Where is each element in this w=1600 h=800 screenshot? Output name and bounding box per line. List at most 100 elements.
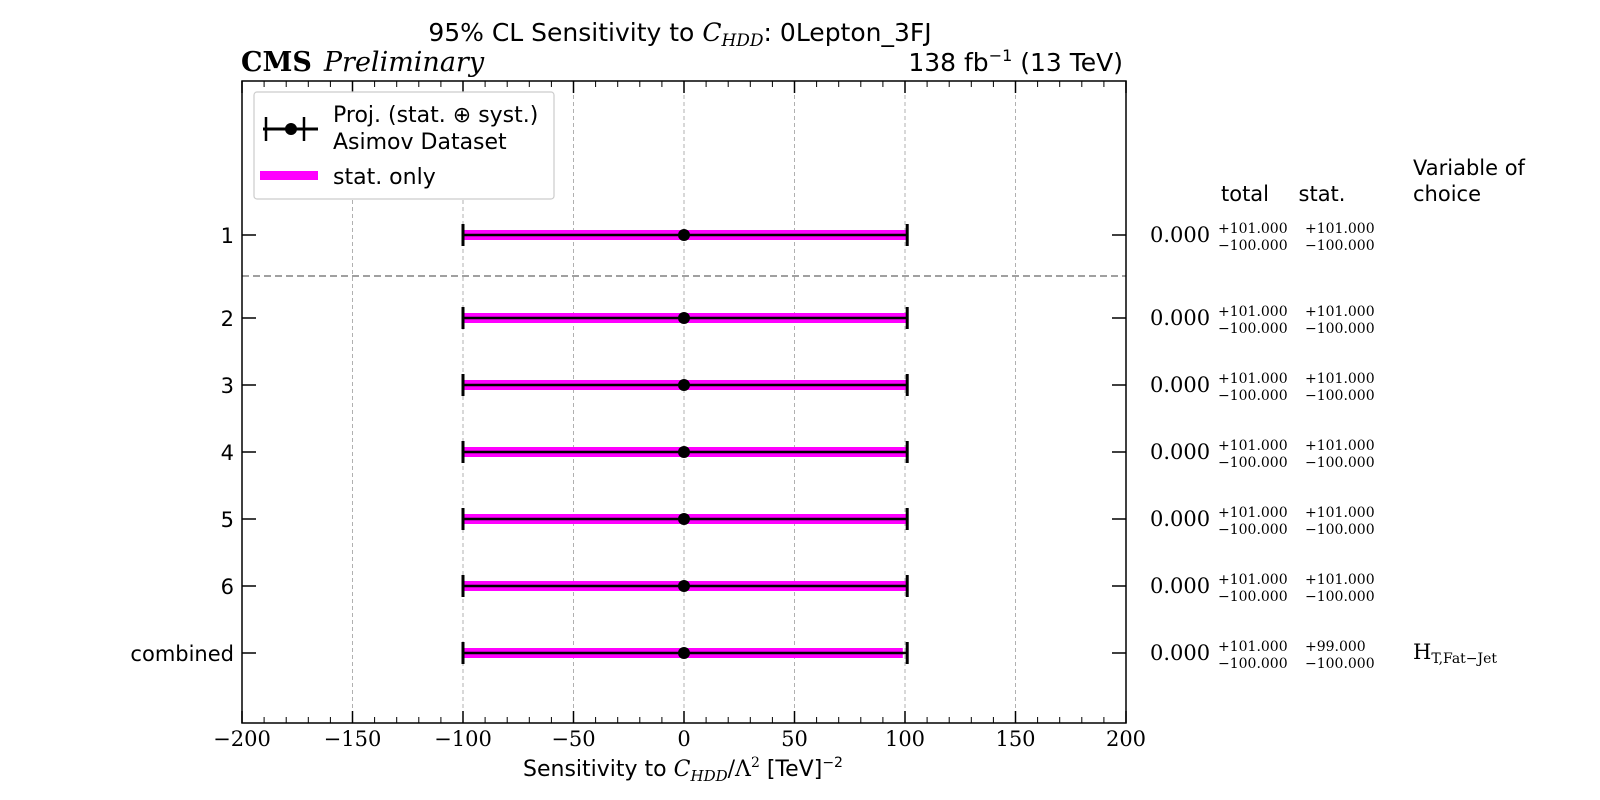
x-tick-label: 100 bbox=[885, 727, 925, 751]
xlabel-unit: [TeV] bbox=[760, 757, 822, 782]
total-up-label: +101.000 bbox=[1218, 221, 1288, 237]
title-var: C bbox=[702, 18, 721, 47]
y-category-label: combined bbox=[130, 642, 234, 666]
stat-down-label: −100.000 bbox=[1305, 455, 1375, 471]
total-up-label: +101.000 bbox=[1218, 304, 1288, 320]
central-value-point bbox=[678, 379, 690, 391]
stat-up-label: +101.000 bbox=[1305, 371, 1375, 387]
variable-main: H bbox=[1413, 640, 1431, 664]
total-down-label: −100.000 bbox=[1218, 388, 1288, 404]
central-value-point bbox=[678, 580, 690, 592]
stat-up-label: +101.000 bbox=[1305, 505, 1375, 521]
row-marks bbox=[461, 441, 909, 463]
variable-of-choice-label: HT,Fat−Jet bbox=[1413, 640, 1497, 667]
central-value-label: 0.000 bbox=[1150, 223, 1210, 247]
central-value-point bbox=[678, 312, 690, 324]
total-up-label: +101.000 bbox=[1218, 505, 1288, 521]
total-down-label: −100.000 bbox=[1218, 589, 1288, 605]
total-up-label: +101.000 bbox=[1218, 639, 1288, 655]
column-header-variable-line1: Variable of bbox=[1413, 156, 1526, 180]
xlabel-var: C bbox=[674, 757, 691, 782]
legend-proj-label: Proj. (stat. ⊕ syst.) bbox=[333, 103, 538, 128]
y-category-label: 2 bbox=[221, 307, 234, 331]
x-axis-ticks: −200 −150 −100 −50 0 50 100 150 200 bbox=[213, 81, 1146, 751]
legend-asimov-label: Asimov Dataset bbox=[333, 130, 507, 155]
y-category-label: 6 bbox=[221, 575, 234, 599]
row-annotations: 0.000 +101.000−100.000+101.000−100.0000.0… bbox=[1150, 221, 1497, 672]
row-marks bbox=[461, 642, 909, 664]
experiment-name: CMS bbox=[241, 47, 312, 78]
x-tick-label: 50 bbox=[781, 727, 808, 751]
row-annotation: 0.000 +101.000−100.000+101.000−100.000 bbox=[1150, 304, 1375, 337]
row-marks bbox=[461, 224, 909, 246]
x-tick-label: −150 bbox=[324, 727, 382, 751]
stat-down-label: −100.000 bbox=[1305, 589, 1375, 605]
legend-total-marker bbox=[263, 117, 318, 141]
x-tick-label: 200 bbox=[1106, 727, 1146, 751]
row-annotation: 0.000 +101.000−100.000+101.000−100.000 bbox=[1150, 572, 1375, 605]
central-value-point bbox=[678, 513, 690, 525]
total-down-label: −100.000 bbox=[1218, 656, 1288, 672]
central-value-point bbox=[678, 647, 690, 659]
total-up-label: +101.000 bbox=[1218, 371, 1288, 387]
y-axis-ticks: 1 2 3 4 5 6 combined bbox=[130, 224, 1126, 666]
x-tick-label: 0 bbox=[677, 727, 690, 751]
title-prefix: 95% CL Sensitivity to bbox=[428, 18, 702, 47]
central-value-label: 0.000 bbox=[1150, 306, 1210, 330]
row-marks bbox=[461, 374, 909, 396]
legend: Proj. (stat. ⊕ syst.) Asimov Dataset sta… bbox=[253, 91, 555, 200]
column-header-total: total bbox=[1221, 182, 1269, 206]
column-header-stat: stat. bbox=[1299, 182, 1346, 206]
row-marks bbox=[461, 575, 909, 597]
title-suffix: : 0Lepton_3FJ bbox=[764, 18, 932, 47]
central-value-point bbox=[678, 229, 690, 241]
total-down-label: −100.000 bbox=[1218, 522, 1288, 538]
total-up-label: +101.000 bbox=[1218, 572, 1288, 588]
central-value-label: 0.000 bbox=[1150, 574, 1210, 598]
xlabel-mid: /Λ bbox=[728, 757, 752, 782]
cms-label: CMS Preliminary bbox=[241, 47, 485, 78]
experiment-status: Preliminary bbox=[323, 47, 485, 78]
x-tick-label: −200 bbox=[213, 727, 271, 751]
total-up-label: +101.000 bbox=[1218, 438, 1288, 454]
title-sub: HDD bbox=[720, 31, 763, 51]
xlabel-exp: −2 bbox=[822, 755, 843, 771]
x-tick-label: −100 bbox=[434, 727, 492, 751]
y-category-label: 5 bbox=[221, 508, 234, 532]
stat-up-label: +101.000 bbox=[1305, 572, 1375, 588]
xlabel-sq: 2 bbox=[751, 755, 760, 771]
lumi-energy: (13 TeV) bbox=[1012, 48, 1123, 77]
total-down-label: −100.000 bbox=[1218, 321, 1288, 337]
lumi-label: 138 fb−1 (13 TeV) bbox=[908, 46, 1123, 77]
xlabel-sub: HDD bbox=[689, 767, 727, 785]
legend-stat-swatch bbox=[260, 171, 318, 180]
lumi-value: 138 fb bbox=[908, 48, 988, 77]
variable-sub: T,Fat−Jet bbox=[1431, 651, 1497, 667]
row-annotation: 0.000 +101.000−100.000+101.000−100.000 bbox=[1150, 438, 1375, 471]
column-header-variable-line2: choice bbox=[1413, 182, 1481, 206]
central-value-label: 0.000 bbox=[1150, 641, 1210, 665]
row-marks bbox=[461, 307, 909, 329]
central-value-label: 0.000 bbox=[1150, 373, 1210, 397]
legend-box bbox=[253, 91, 555, 200]
stat-down-label: −100.000 bbox=[1305, 321, 1375, 337]
stat-up-label: +101.000 bbox=[1305, 221, 1375, 237]
x-tick-label: 150 bbox=[995, 727, 1035, 751]
x-axis-label: Sensitivity to CHDD/Λ2 [TeV]−2 bbox=[523, 755, 843, 785]
stat-up-label: +99.000 bbox=[1305, 639, 1366, 655]
row-marks bbox=[461, 508, 909, 530]
data-marks bbox=[461, 224, 909, 664]
lumi-exp: −1 bbox=[989, 46, 1013, 65]
stat-down-label: −100.000 bbox=[1305, 238, 1375, 254]
total-down-label: −100.000 bbox=[1218, 455, 1288, 471]
xlabel-prefix: Sensitivity to bbox=[523, 757, 674, 782]
chart-title: 95% CL Sensitivity to CHDD: 0Lepton_3FJ bbox=[428, 18, 931, 51]
legend-stat-only-label: stat. only bbox=[333, 165, 436, 190]
stat-down-label: −100.000 bbox=[1305, 388, 1375, 404]
stat-down-label: −100.000 bbox=[1305, 522, 1375, 538]
stat-up-label: +101.000 bbox=[1305, 304, 1375, 320]
row-annotation: 0.000 +101.000−100.000+101.000−100.000 bbox=[1150, 221, 1375, 254]
row-annotation: 0.000 +101.000−100.000+101.000−100.000 bbox=[1150, 505, 1375, 538]
central-value-label: 0.000 bbox=[1150, 440, 1210, 464]
stat-up-label: +101.000 bbox=[1305, 438, 1375, 454]
